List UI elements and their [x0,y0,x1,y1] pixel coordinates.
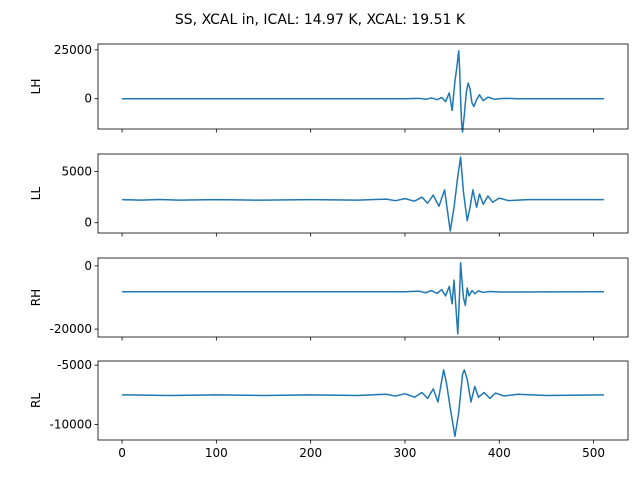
ylabel-lh: LH [29,79,43,95]
figure-title: SS, XCAL in, ICAL: 14.97 K, XCAL: 19.51 … [175,12,466,28]
xtick-label-rl: 0 [118,446,126,460]
ytick-label-rl: -5000 [57,358,92,372]
ylabel-rh: RH [29,289,43,306]
subplot-rl: -10000 -5000 0 100 200 300 400 500 RL [29,358,629,460]
ylabel-rl: RL [29,393,43,408]
ytick-label-rh: -20000 [49,322,92,336]
axes-frame-ll [97,153,629,234]
ytick-label-rl: -10000 [49,418,92,432]
subplot-panels: 0 25000 LH 0 5000 LL -20000 0 RH -10000 -5000 0 100 2… [29,43,629,460]
ytick-label-lh: 0 [84,92,92,106]
ytick-label-ll: 5000 [61,164,92,178]
subplot-lh: 0 25000 LH [29,43,629,133]
series-line-ll-0 [122,156,604,232]
xtick-label-rl: 100 [205,446,228,460]
xtick-label-rl: 300 [394,446,417,460]
axes-frame-lh [97,43,629,130]
xtick-label-rl: 200 [299,446,322,460]
series-line-rh-0 [122,261,604,335]
xtick-label-rl: 400 [488,446,511,460]
ytick-label-ll: 0 [84,216,92,230]
ytick-label-lh: 25000 [54,43,92,57]
subplot-ll: 0 5000 LL [29,153,629,237]
ylabel-ll: LL [29,187,43,201]
ytick-label-rh: 0 [84,259,92,273]
series-line-lh-0 [122,50,604,133]
axes-frame-rl [97,360,629,441]
series-line-rl-0 [122,369,604,438]
subplot-rh: -20000 0 RH [29,257,629,341]
xtick-label-rl: 500 [582,446,605,460]
axes-frame-rh [97,257,629,338]
